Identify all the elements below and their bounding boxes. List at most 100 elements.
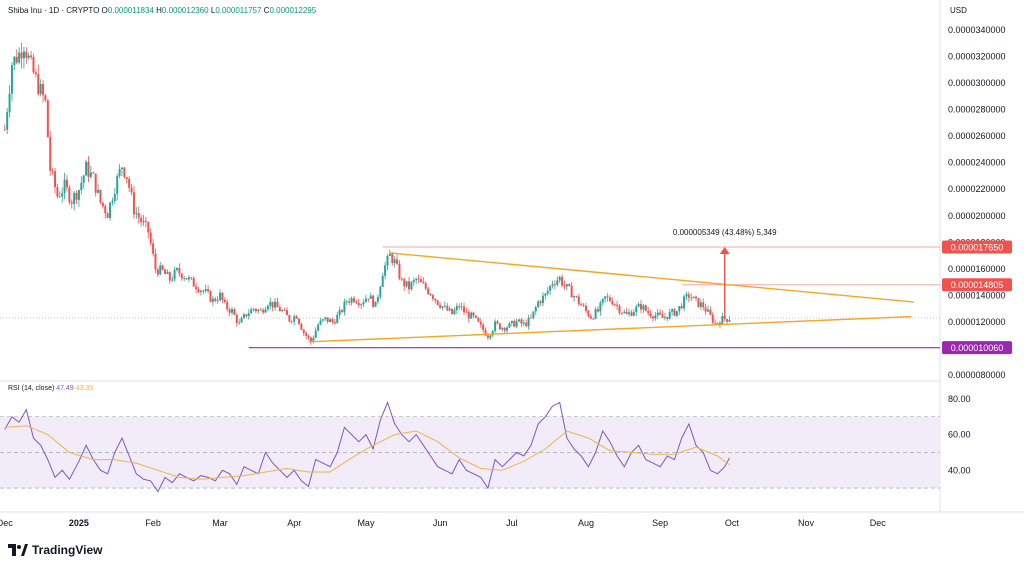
candle-body bbox=[39, 83, 42, 95]
candle-body bbox=[541, 295, 544, 304]
candle-body bbox=[202, 290, 205, 292]
candle-body bbox=[219, 292, 222, 301]
candle-body bbox=[376, 297, 379, 302]
candle-body bbox=[501, 328, 504, 330]
candle-body bbox=[288, 315, 291, 322]
candle-body bbox=[319, 320, 322, 325]
candle-body bbox=[269, 301, 272, 306]
candle-body bbox=[192, 278, 195, 287]
candle-body bbox=[22, 51, 25, 59]
candle-body bbox=[307, 335, 310, 338]
candle-body bbox=[573, 296, 576, 298]
candle-body bbox=[498, 323, 501, 330]
candle-body bbox=[625, 311, 628, 315]
candle-body bbox=[10, 65, 13, 94]
candle-body bbox=[388, 253, 391, 256]
tradingview-wordmark: TradingView bbox=[32, 543, 103, 557]
candle-body bbox=[171, 279, 174, 281]
price-tick-label: 0.0000280000 bbox=[948, 105, 1006, 115]
candle-body bbox=[474, 315, 477, 318]
candle-body bbox=[697, 298, 700, 307]
candle-body bbox=[632, 312, 635, 316]
candle-body bbox=[329, 319, 332, 322]
tradingview-logo[interactable]: TradingView bbox=[8, 543, 102, 557]
candle-body bbox=[484, 330, 487, 336]
candle-body bbox=[704, 307, 707, 312]
time-tick-label: Aug bbox=[578, 518, 594, 528]
currency-label[interactable]: USD bbox=[950, 6, 967, 15]
candle-body bbox=[259, 309, 262, 311]
candle-body bbox=[338, 310, 341, 315]
candle-body bbox=[44, 95, 47, 101]
candle-body bbox=[642, 305, 645, 310]
candle-body bbox=[683, 296, 686, 309]
candle-body bbox=[175, 268, 178, 270]
candle-body bbox=[235, 314, 238, 324]
candle-body bbox=[458, 306, 461, 308]
candle-body bbox=[178, 268, 181, 274]
candle-body bbox=[391, 253, 394, 264]
candle-body bbox=[56, 187, 59, 197]
candle-body bbox=[300, 323, 303, 330]
resistance-badge: 0.000017650 bbox=[951, 242, 1004, 252]
candle-body bbox=[214, 298, 217, 301]
candle-body bbox=[302, 329, 305, 334]
candle-body bbox=[561, 276, 564, 286]
price-tick-label: 0.0000260000 bbox=[948, 131, 1006, 141]
candle-body bbox=[116, 175, 119, 194]
close-label: C bbox=[263, 6, 270, 15]
candle-body bbox=[264, 309, 267, 313]
candle-body bbox=[635, 306, 638, 313]
candle-body bbox=[410, 282, 413, 290]
candle-body bbox=[412, 280, 415, 283]
candle-body bbox=[166, 272, 169, 274]
candle-body bbox=[231, 309, 234, 313]
candle-body bbox=[77, 190, 80, 200]
candle-body bbox=[594, 309, 597, 319]
candle-body bbox=[570, 285, 573, 298]
candle-body bbox=[187, 277, 190, 280]
candle-body bbox=[336, 314, 339, 324]
tradingview-logo-icon bbox=[8, 544, 28, 556]
candle-body bbox=[374, 301, 377, 307]
candle-body bbox=[659, 312, 662, 315]
candle-body bbox=[168, 272, 171, 281]
candle-body bbox=[620, 312, 623, 314]
candle-body bbox=[453, 310, 456, 315]
candle-body bbox=[608, 297, 611, 302]
open-label: O bbox=[101, 6, 108, 15]
candle-body bbox=[94, 173, 97, 193]
candle-body bbox=[522, 322, 525, 324]
time-tick-label: Apr bbox=[287, 518, 301, 528]
candle-body bbox=[113, 193, 116, 202]
candle-body bbox=[721, 315, 724, 325]
candle-body bbox=[185, 278, 188, 280]
candle-body bbox=[209, 291, 212, 302]
candle-body bbox=[20, 52, 23, 59]
candle-body bbox=[706, 309, 709, 312]
candle-body bbox=[46, 100, 49, 138]
candle-body bbox=[233, 309, 236, 315]
candle-body bbox=[589, 316, 592, 319]
candle-body bbox=[472, 312, 475, 316]
candle-body bbox=[135, 213, 138, 215]
candle-body bbox=[604, 296, 607, 299]
candle-body bbox=[118, 169, 121, 176]
price-tick-label: 0.0000240000 bbox=[948, 158, 1006, 168]
candle-body bbox=[65, 179, 68, 188]
time-tick-label: Jun bbox=[433, 518, 448, 528]
candle-body bbox=[63, 179, 66, 194]
candle-body bbox=[68, 187, 71, 203]
candle-body bbox=[651, 316, 654, 319]
candle-body bbox=[216, 300, 219, 302]
candle-body bbox=[352, 298, 355, 302]
candle-body bbox=[427, 288, 430, 294]
candle-body bbox=[520, 319, 523, 324]
candle-body bbox=[649, 313, 652, 317]
candle-body bbox=[154, 253, 157, 270]
price-tick-label: 0.0000120000 bbox=[948, 317, 1006, 327]
projection-arrow-head bbox=[719, 246, 730, 254]
candle-body bbox=[716, 322, 719, 324]
candle-body bbox=[690, 297, 693, 299]
